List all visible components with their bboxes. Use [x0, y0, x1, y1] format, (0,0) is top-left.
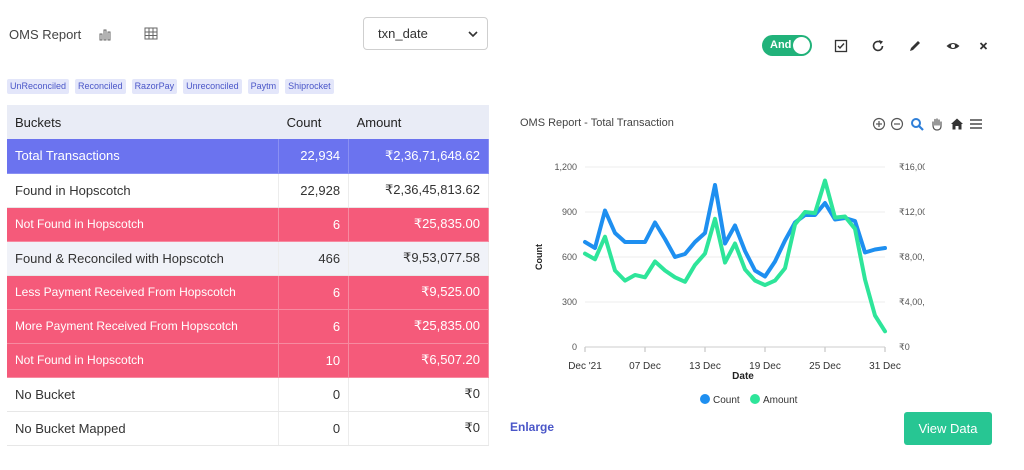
date-field-select-value: txn_date [378, 26, 428, 41]
transaction-chart: 0 300 600 900 1,200 ₹0 ₹4,00,000 ₹8,00,000 ₹12,0… [534, 162, 925, 406]
filter-tags: UnReconciled Reconciled RazorPay Unrecon… [7, 79, 334, 94]
legend-marker-amount [750, 394, 760, 404]
count-cell: 22,934 [278, 139, 350, 174]
bucket-cell: Not Found in Hopscotch [7, 343, 280, 378]
table-row[interactable]: No Bucket Mapped 0 ₹0 [7, 411, 489, 446]
bucket-cell: No Bucket Mapped [7, 411, 280, 446]
view-data-button[interactable]: View Data [904, 412, 992, 445]
bucket-cell: Found & Reconciled with Hopscotch [7, 241, 280, 276]
bucket-cell: No Bucket [7, 377, 280, 412]
amount-cell: ₹9,525.00 [348, 275, 489, 310]
count-cell: 6 [278, 207, 350, 242]
date-field-select[interactable]: txn_date [363, 17, 488, 50]
edit-icon[interactable] [907, 38, 923, 54]
legend-label-count: Count [713, 395, 740, 406]
legend-label-amount: Amount [763, 395, 798, 406]
toggle-knob [793, 37, 810, 54]
x-tick-label: 31 Dec [869, 361, 901, 372]
and-toggle[interactable]: And [762, 35, 812, 56]
table-row[interactable]: Total Transactions 22,934 ₹2,36,71,648.6… [7, 139, 489, 174]
table-header-row: Buckets Count Amount [7, 105, 489, 139]
y-axis-label: Count [534, 244, 544, 270]
table-icon[interactable] [143, 26, 159, 42]
filter-tag[interactable]: UnReconciled [7, 79, 70, 94]
amount-cell: ₹0 [348, 377, 489, 412]
amount-cell: ₹25,835.00 [348, 309, 489, 344]
x-tick-label: Dec '21 [568, 361, 602, 372]
zoom-out-icon[interactable] [890, 117, 904, 131]
amount-cell: ₹0 [348, 411, 489, 446]
count-cell: 466 [278, 241, 350, 276]
column-header-buckets[interactable]: Buckets [7, 105, 279, 139]
column-header-amount[interactable]: Amount [348, 105, 489, 139]
eye-icon[interactable] [945, 38, 961, 54]
y-tick-label: 300 [562, 297, 577, 307]
magnifier-icon[interactable] [910, 117, 924, 131]
bucket-cell: Not Found in Hopscotch [7, 207, 280, 242]
checkbox-icon[interactable] [833, 38, 849, 54]
y-tick-label: 1,200 [554, 162, 577, 172]
table-row[interactable]: Found in Hopscotch 22,928 ₹2,36,45,813.6… [7, 173, 489, 208]
bar-chart-icon[interactable] [98, 26, 114, 42]
home-icon[interactable] [950, 117, 964, 131]
amount-cell: ₹25,835.00 [348, 207, 489, 242]
count-cell: 6 [278, 309, 350, 344]
column-header-count[interactable]: Count [278, 105, 349, 139]
y-tick-label: 600 [562, 252, 577, 262]
bucket-cell: More Payment Received From Hopscotch [7, 309, 280, 344]
chart-title: OMS Report - Total Transaction [520, 117, 674, 129]
enlarge-link[interactable]: Enlarge [510, 420, 555, 434]
filter-tag[interactable]: RazorPay [131, 79, 178, 94]
count-cell: 6 [278, 275, 350, 310]
filter-tag[interactable]: Reconciled [75, 79, 126, 94]
series-line-amount [583, 178, 887, 334]
buckets-table: Buckets Count Amount Total Transactions … [7, 105, 489, 446]
table-row[interactable]: Not Found in Hopscotch 10 ₹6,507.20 [7, 343, 489, 378]
amount-cell: ₹6,507.20 [348, 343, 489, 378]
y-tick-label: 0 [572, 342, 577, 352]
amount-cell: ₹9,53,077.58 [348, 241, 489, 276]
menu-icon[interactable] [969, 117, 983, 131]
close-icon[interactable] [976, 38, 992, 54]
refresh-icon[interactable] [870, 38, 886, 54]
amount-cell: ₹2,36,45,813.62 [348, 173, 489, 208]
amount-cell: ₹2,36,71,648.62 [348, 139, 489, 174]
bucket-cell: Less Payment Received From Hopscotch [7, 275, 280, 310]
series-line-count [583, 183, 887, 279]
and-toggle-label: And [770, 39, 792, 51]
table-row[interactable]: Found & Reconciled with Hopscotch 466 ₹9… [7, 241, 489, 276]
bucket-cell: Found in Hopscotch [7, 173, 280, 208]
filter-tag[interactable]: Paytm [247, 79, 280, 94]
count-cell: 0 [278, 377, 350, 412]
x-tick-label: 19 Dec [749, 361, 781, 372]
count-cell: 0 [278, 411, 350, 446]
x-axis-label: Date [732, 371, 754, 382]
y2-tick-label: ₹12,00,000 [899, 207, 925, 217]
y2-tick-label: ₹4,00,000 [899, 297, 925, 307]
x-tick-label: 07 Dec [629, 361, 661, 372]
count-cell: 22,928 [278, 173, 350, 208]
report-title: OMS Report [9, 27, 82, 42]
table-row[interactable]: Less Payment Received From Hopscotch 6 ₹… [7, 275, 489, 310]
y-tick-label: 900 [562, 207, 577, 217]
table-row[interactable]: More Payment Received From Hopscotch 6 ₹… [7, 309, 489, 344]
y2-tick-label: ₹16,00,000 [899, 162, 925, 172]
bucket-cell: Total Transactions [7, 139, 280, 174]
y2-tick-label: ₹0 [899, 342, 910, 352]
x-tick-label: 13 Dec [689, 361, 721, 372]
table-row[interactable]: No Bucket 0 ₹0 [7, 377, 489, 412]
zoom-in-icon[interactable] [872, 117, 886, 131]
legend-marker-count [700, 394, 710, 404]
pan-hand-icon[interactable] [930, 117, 944, 131]
x-tick-label: 25 Dec [809, 361, 841, 372]
table-row[interactable]: Not Found in Hopscotch 6 ₹25,835.00 [7, 207, 489, 242]
filter-tag[interactable]: Unreconciled [183, 79, 242, 94]
chevron-down-icon [468, 31, 478, 38]
count-cell: 10 [278, 343, 350, 378]
filter-tag[interactable]: Shiprocket [285, 79, 334, 94]
y2-tick-label: ₹8,00,000 [899, 252, 925, 262]
